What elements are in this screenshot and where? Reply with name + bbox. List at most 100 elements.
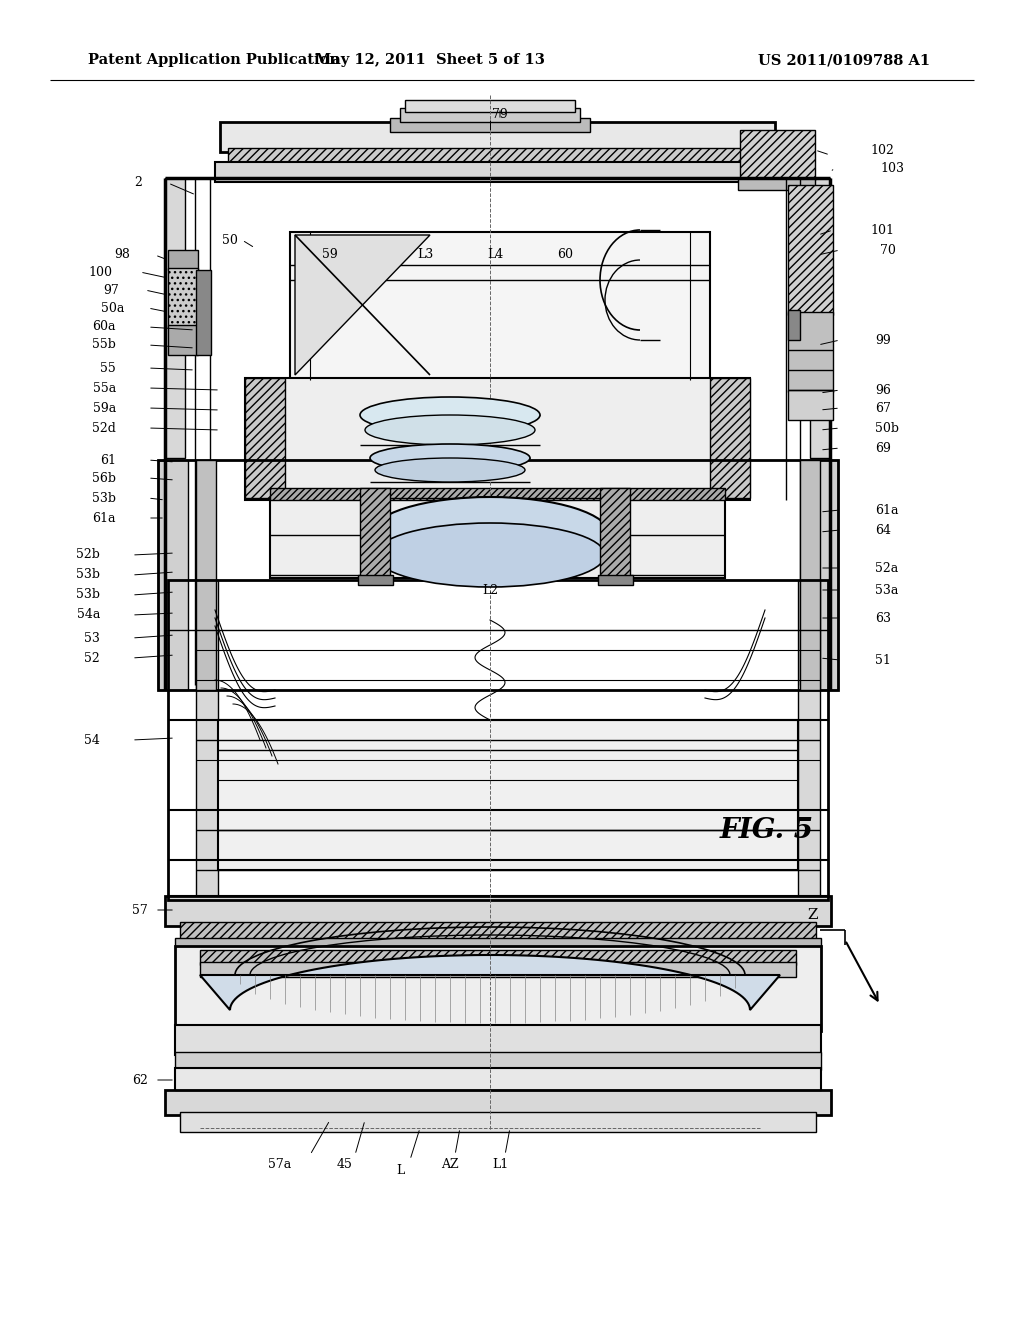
Ellipse shape (365, 414, 535, 445)
Text: 99: 99 (874, 334, 891, 346)
Bar (158, 459, 838, 690)
Text: 63: 63 (874, 611, 891, 624)
Bar (180, 1111, 816, 1133)
Text: 52: 52 (84, 652, 100, 664)
Bar (798, 579, 820, 900)
Bar (270, 488, 725, 500)
Bar (738, 178, 815, 190)
Text: 100: 100 (88, 265, 112, 279)
Polygon shape (295, 235, 430, 375)
Text: L1: L1 (492, 1159, 508, 1172)
Ellipse shape (370, 498, 610, 573)
Bar (196, 271, 211, 355)
Text: 62: 62 (132, 1073, 148, 1086)
Text: 52b: 52b (76, 549, 100, 561)
Bar (215, 162, 780, 182)
Text: 53a: 53a (874, 583, 898, 597)
Bar (180, 921, 816, 940)
Bar (245, 378, 750, 500)
Text: 69: 69 (874, 441, 891, 454)
Text: 67: 67 (874, 401, 891, 414)
Bar (788, 389, 833, 420)
Bar (788, 185, 833, 315)
Bar (168, 325, 198, 355)
Bar (175, 1052, 821, 1071)
Bar (400, 108, 580, 121)
Text: L3: L3 (417, 248, 433, 261)
Bar (220, 121, 775, 152)
Text: AZ: AZ (441, 1159, 459, 1172)
Bar (810, 178, 830, 458)
Bar (175, 1068, 821, 1093)
Text: 54: 54 (84, 734, 100, 747)
Bar (196, 459, 216, 690)
Text: 50b: 50b (874, 421, 899, 434)
Text: 96: 96 (874, 384, 891, 396)
Text: 60: 60 (557, 248, 573, 261)
Bar (200, 950, 796, 965)
Text: 2: 2 (134, 177, 142, 190)
Text: L: L (396, 1163, 404, 1176)
Text: 53b: 53b (76, 569, 100, 582)
Text: 79: 79 (493, 108, 508, 121)
Text: 70: 70 (880, 243, 896, 256)
Bar (600, 488, 630, 578)
Text: 60a: 60a (92, 321, 116, 334)
Text: 53: 53 (84, 631, 100, 644)
Text: 53b: 53b (76, 589, 100, 602)
Bar (165, 178, 185, 458)
Text: 103: 103 (880, 161, 904, 174)
Bar (800, 459, 820, 690)
Text: 52a: 52a (874, 561, 898, 574)
Text: 53b: 53b (92, 491, 116, 504)
Text: 61: 61 (100, 454, 116, 466)
Text: 97: 97 (103, 284, 119, 297)
Text: May 12, 2011  Sheet 5 of 13: May 12, 2011 Sheet 5 of 13 (315, 53, 545, 67)
Bar (158, 459, 188, 690)
Bar (788, 312, 833, 392)
Bar (358, 576, 393, 585)
Bar (290, 232, 710, 380)
Bar (406, 100, 575, 112)
Text: US 2011/0109788 A1: US 2011/0109788 A1 (758, 53, 930, 67)
Bar (218, 719, 798, 870)
Bar (598, 576, 633, 585)
Text: 55: 55 (100, 362, 116, 375)
Text: 98: 98 (114, 248, 130, 261)
Text: 56b: 56b (92, 471, 116, 484)
Bar (360, 488, 390, 578)
Bar (168, 249, 198, 271)
Bar (228, 148, 768, 166)
Text: 54a: 54a (77, 609, 100, 622)
Text: 55a: 55a (93, 381, 116, 395)
Bar (270, 498, 725, 578)
Bar (175, 946, 821, 1031)
Bar (168, 579, 828, 900)
Bar (165, 896, 831, 927)
Bar (788, 310, 800, 341)
Ellipse shape (375, 458, 525, 482)
Text: FIG. 5: FIG. 5 (720, 817, 814, 843)
Ellipse shape (370, 444, 530, 473)
Bar (175, 1026, 821, 1055)
Text: 55b: 55b (92, 338, 116, 351)
Bar (168, 268, 198, 327)
Text: 61a: 61a (874, 503, 898, 516)
Text: 101: 101 (870, 223, 894, 236)
Bar (165, 1090, 831, 1115)
Text: 61a: 61a (92, 511, 116, 524)
Text: 52d: 52d (92, 421, 116, 434)
Text: 50a: 50a (100, 301, 124, 314)
Polygon shape (200, 954, 780, 1010)
Bar (245, 378, 285, 498)
Bar (390, 117, 590, 132)
Bar (710, 378, 750, 498)
Text: 45: 45 (337, 1159, 353, 1172)
Bar (200, 962, 796, 977)
Text: L2: L2 (482, 583, 498, 597)
Text: 59a: 59a (93, 401, 116, 414)
Text: Patent Application Publication: Patent Application Publication (88, 53, 340, 67)
Ellipse shape (375, 523, 605, 587)
Text: 57a: 57a (268, 1159, 292, 1172)
Ellipse shape (360, 397, 540, 433)
